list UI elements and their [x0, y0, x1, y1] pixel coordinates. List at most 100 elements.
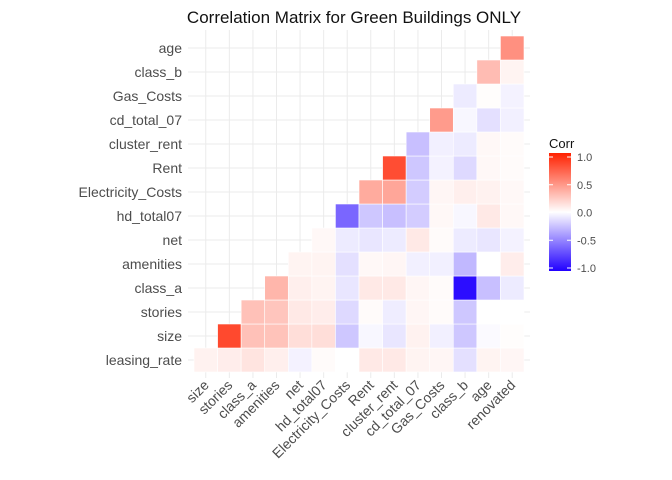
heatmap-cell [500, 35, 525, 61]
heatmap-cell [452, 179, 478, 205]
heatmap-cell [452, 323, 478, 349]
heatmap-cell [476, 299, 501, 325]
heatmap-cell [429, 179, 454, 205]
heatmap-cell [358, 203, 383, 229]
heatmap-cell [240, 299, 266, 325]
heatmap-cell [335, 299, 360, 325]
heatmap-cell [311, 347, 336, 373]
heatmap-cell [500, 203, 525, 229]
heatmap-cells [193, 35, 525, 373]
heatmap-cell [382, 179, 407, 205]
legend-tick-label: -0.5 [577, 235, 596, 247]
y-axis-labels: leasing_rate size stories class_a amenities n… [79, 40, 183, 368]
heatmap-cell [382, 323, 407, 349]
y-tick-label: age [159, 40, 183, 56]
heatmap-cell [311, 275, 336, 301]
y-tick-label: class_a [135, 280, 183, 296]
heatmap-cell [382, 299, 407, 325]
heatmap-cell [264, 299, 289, 325]
heatmap-cell [500, 59, 525, 85]
heatmap-cell [452, 155, 478, 181]
heatmap-cell [382, 251, 407, 277]
legend-tick-label: 0.0 [577, 208, 592, 220]
heatmap-cell [500, 227, 525, 253]
y-tick-label: hd_total07 [117, 208, 183, 224]
heatmap-cell [311, 227, 336, 253]
heatmap-cell [500, 131, 525, 157]
heatmap-cell [382, 203, 407, 229]
y-tick-label: class_b [135, 64, 183, 80]
y-tick-label: net [163, 232, 183, 248]
heatmap-cell [452, 203, 478, 229]
legend-tick-label: -1.0 [577, 263, 596, 275]
legend-title: Corr [549, 136, 575, 151]
y-tick-label: Gas_Costs [113, 88, 182, 104]
heatmap-cell [311, 299, 336, 325]
heatmap-cell [358, 275, 383, 301]
heatmap-cell [287, 323, 313, 349]
heatmap-cell [405, 155, 431, 181]
heatmap-cell [287, 275, 313, 301]
heatmap-cell [452, 227, 478, 253]
heatmap-cell [476, 251, 501, 277]
heatmap-cell [429, 203, 454, 229]
heatmap-cell [476, 107, 501, 133]
heatmap-cell [358, 251, 383, 277]
legend-tick-label: 0.5 [577, 180, 592, 192]
heatmap-cell [500, 275, 525, 301]
heatmap-cell [452, 251, 478, 277]
y-tick-label: leasing_rate [106, 352, 182, 368]
heatmap-cell [476, 275, 501, 301]
heatmap-cell [335, 347, 360, 373]
heatmap-cell [217, 347, 242, 373]
heatmap-cell [452, 131, 478, 157]
heatmap-cell [382, 227, 407, 253]
chart-title: Correlation Matrix for Green Buildings O… [187, 8, 521, 27]
heatmap-cell [335, 251, 360, 277]
heatmap-cell [311, 323, 336, 349]
heatmap-cell [429, 155, 454, 181]
heatmap-cell [500, 347, 525, 373]
heatmap-cell [500, 83, 525, 109]
heatmap-cell [287, 251, 313, 277]
heatmap-cell [217, 323, 242, 349]
heatmap-cell [405, 323, 431, 349]
heatmap-cell [358, 179, 383, 205]
heatmap-cell [476, 131, 501, 157]
heatmap-cell [311, 251, 336, 277]
y-tick-label: Electricity_Costs [79, 184, 182, 200]
heatmap-cell [452, 299, 478, 325]
heatmap-cell [476, 227, 501, 253]
heatmap-cell [476, 203, 501, 229]
legend-colorbar [549, 153, 571, 271]
heatmap-cell [240, 347, 266, 373]
heatmap-cell [429, 131, 454, 157]
heatmap-cell [452, 347, 478, 373]
y-tick-label: amenities [122, 256, 182, 272]
heatmap-cell [476, 59, 501, 85]
y-tick-label: size [157, 328, 182, 344]
heatmap-cell [476, 323, 501, 349]
heatmap-cell [429, 323, 454, 349]
heatmap-cell [358, 347, 383, 373]
heatmap-cell [264, 323, 289, 349]
heatmap-cell [429, 347, 454, 373]
heatmap-cell [452, 275, 478, 301]
y-tick-label: stories [141, 304, 182, 320]
heatmap-cell [358, 227, 383, 253]
heatmap-cell [382, 275, 407, 301]
heatmap-cell [405, 275, 431, 301]
heatmap-cell [264, 275, 289, 301]
heatmap-cell [405, 203, 431, 229]
heatmap-cell [429, 227, 454, 253]
heatmap-cell [429, 251, 454, 277]
heatmap-cell [405, 347, 431, 373]
heatmap-cell [382, 155, 407, 181]
heatmap-cell [500, 323, 525, 349]
heatmap-cell [405, 179, 431, 205]
heatmap-cell [476, 179, 501, 205]
heatmap-cell [405, 131, 431, 157]
heatmap-cell [476, 155, 501, 181]
heatmap-cell [382, 347, 407, 373]
